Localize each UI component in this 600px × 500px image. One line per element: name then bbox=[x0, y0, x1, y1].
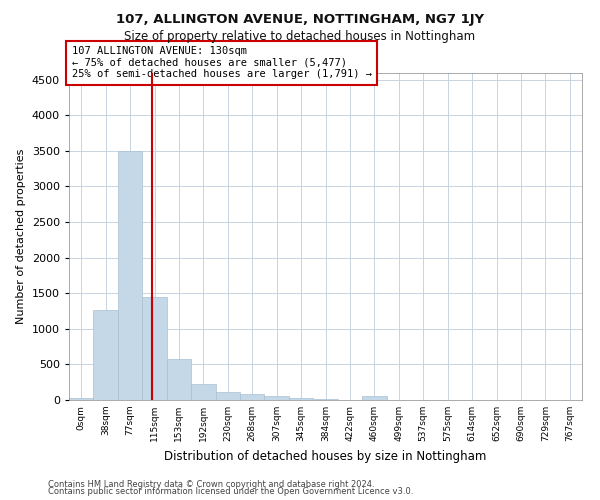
Bar bbox=[69, 398, 94, 400]
Y-axis label: Number of detached properties: Number of detached properties bbox=[16, 148, 26, 324]
Text: 107, ALLINGTON AVENUE, NOTTINGHAM, NG7 1JY: 107, ALLINGTON AVENUE, NOTTINGHAM, NG7 1… bbox=[116, 12, 484, 26]
Text: Contains HM Land Registry data © Crown copyright and database right 2024.: Contains HM Land Registry data © Crown c… bbox=[48, 480, 374, 489]
Bar bbox=[167, 359, 191, 400]
Bar bbox=[94, 310, 118, 400]
Bar bbox=[240, 394, 265, 400]
Bar bbox=[362, 396, 386, 400]
Bar bbox=[215, 392, 240, 400]
Text: Size of property relative to detached houses in Nottingham: Size of property relative to detached ho… bbox=[124, 30, 476, 43]
Text: Contains public sector information licensed under the Open Government Licence v3: Contains public sector information licen… bbox=[48, 487, 413, 496]
Bar bbox=[142, 297, 167, 400]
Bar bbox=[265, 396, 289, 400]
Bar bbox=[191, 384, 215, 400]
X-axis label: Distribution of detached houses by size in Nottingham: Distribution of detached houses by size … bbox=[164, 450, 487, 462]
Bar bbox=[118, 151, 142, 400]
Text: 107 ALLINGTON AVENUE: 130sqm
← 75% of detached houses are smaller (5,477)
25% of: 107 ALLINGTON AVENUE: 130sqm ← 75% of de… bbox=[71, 46, 371, 80]
Bar bbox=[289, 398, 313, 400]
